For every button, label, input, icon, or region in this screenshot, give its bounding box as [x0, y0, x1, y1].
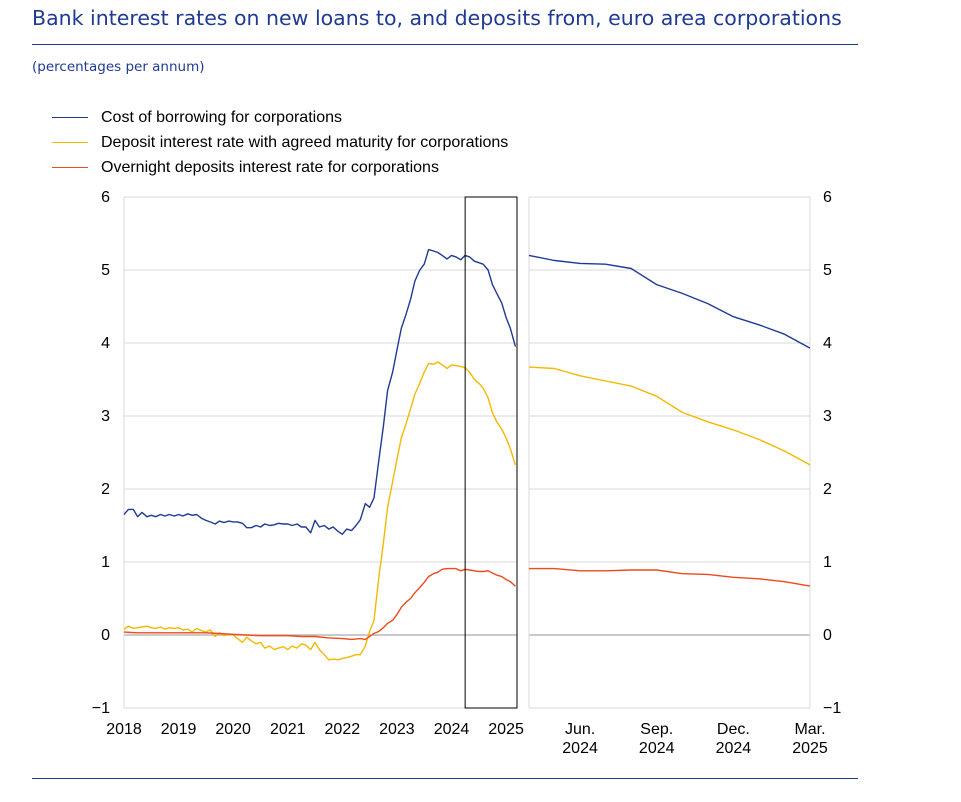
legend-swatch-agreed-maturity: [52, 142, 88, 143]
legend-item-agreed-maturity: Deposit interest rate with agreed maturi…: [52, 130, 508, 155]
left-x-tick-label: 2024: [434, 721, 470, 738]
right-series-line-cost-of-borrowing-for-corporations: [528, 254, 811, 349]
right-x-tick-label-year: 2024: [562, 740, 598, 757]
left-x-tick-label: 2022: [325, 721, 361, 738]
right-panel: −1 0 1 2 3 4 5 6 Jun. 2024 Sep. 2024 Dec. 2024 Mar. 202…: [528, 189, 841, 757]
title-rule: [32, 44, 858, 45]
right-y-tick-label: 6: [823, 189, 832, 206]
legend-label-borrowing: Cost of borrowing for corporations: [101, 108, 342, 126]
bottom-rule: [32, 778, 858, 779]
legend-swatch-borrowing: [52, 117, 88, 118]
legend-item-borrowing: Cost of borrowing for corporations: [52, 105, 508, 130]
right-x-tick-label-year: 2025: [792, 740, 828, 757]
left-y-tick-label: 4: [101, 335, 110, 352]
right-y-tick-label: 3: [823, 408, 832, 425]
legend-label-overnight: Overnight deposits interest rate for cor…: [101, 158, 439, 176]
chart-subtitle: (percentages per annum): [32, 59, 205, 75]
right-x-tick-label-year: 2024: [716, 740, 752, 757]
right-series-line-deposit-interest-rate-with-agreed-maturity-for-corporations: [528, 366, 811, 466]
right-x-tick-label-year: 2024: [639, 740, 675, 757]
left-x-tick-label: 2025: [488, 721, 524, 738]
left-x-tick-label: 2021: [270, 721, 306, 738]
right-series-line-overnight-deposits-interest-rate-for-corporations: [529, 567, 811, 587]
left-x-tick-label: 2019: [161, 721, 197, 738]
legend-label-agreed-maturity: Deposit interest rate with agreed maturi…: [101, 133, 509, 151]
left-y-tick-label: 3: [101, 408, 110, 425]
legend-swatch-overnight: [52, 167, 88, 168]
left-series-line-deposit-interest-rate-with-agreed-maturity-for-corporations: [123, 361, 517, 661]
left-series-line-overnight-deposits-interest-rate-for-corporations: [123, 567, 516, 641]
left-x-tick-label: 2023: [379, 721, 415, 738]
right-x-tick-label-month: Mar.: [794, 721, 825, 738]
left-y-tick-label: −1: [92, 700, 110, 717]
right-y-tick-label: 1: [823, 554, 832, 571]
left-x-tick-label: 2018: [106, 721, 142, 738]
right-y-tick-label: 2: [823, 481, 832, 498]
legend-item-overnight: Overnight deposits interest rate for cor…: [52, 155, 508, 180]
left-y-tick-label: 6: [101, 189, 110, 206]
zoom-highlight-box: [464, 196, 518, 709]
right-x-tick-label-month: Dec.: [717, 721, 750, 738]
right-y-tick-label: 0: [823, 627, 832, 644]
right-y-tick-label: 4: [823, 335, 832, 352]
right-y-tick-label: −1: [823, 700, 841, 717]
left-series-line-cost-of-borrowing-for-corporations: [123, 248, 517, 535]
right-x-tick-label-month: Jun.: [565, 721, 595, 738]
left-x-tick-label: 2020: [215, 721, 251, 738]
left-panel: −1 0 1 2 3 4 5 6 2018 2019 2020 2021 2022 2023 2024 202…: [92, 189, 524, 738]
right-y-tick-label: 5: [823, 262, 832, 279]
chart-title: Bank interest rates on new loans to, and…: [32, 6, 842, 30]
left-y-tick-label: 1: [101, 554, 110, 571]
right-x-tick-label-month: Sep.: [640, 721, 673, 738]
legend: Cost of borrowing for corporations Depos…: [52, 105, 508, 180]
left-y-tick-label: 2: [101, 481, 110, 498]
left-y-tick-label: 5: [101, 262, 110, 279]
left-y-tick-label: 0: [101, 627, 110, 644]
